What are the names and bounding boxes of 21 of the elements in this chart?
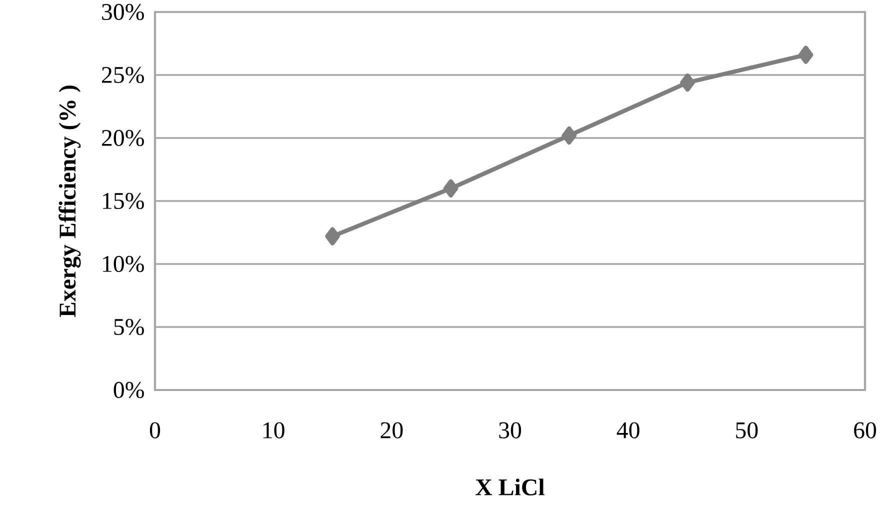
x-tick-label: 50 [736, 422, 758, 438]
x-tick-label: 10 [263, 422, 284, 438]
y-tick-label: 15% [103, 192, 144, 210]
point [798, 46, 814, 64]
x-axis-title: X LiCl [476, 478, 544, 496]
x-tick-label: 30 [499, 422, 522, 438]
x-tick-label: 20 [380, 422, 403, 438]
y-tick-label: 25% [102, 66, 144, 84]
y-tick-label: 5% [114, 318, 144, 336]
point [680, 73, 695, 92]
y-tick-label: 10% [103, 256, 144, 272]
y-tick-label: 20% [102, 130, 144, 146]
y-tick-label: 0% [114, 382, 144, 398]
point [562, 126, 577, 145]
point [325, 227, 340, 246]
x-tick-label: 60 [854, 422, 876, 438]
x-tick-label: 0 [150, 422, 160, 438]
y-axis-title: Exergy Efficiency (% ) [58, 86, 81, 318]
y-tick-label: 30% [102, 4, 144, 20]
point [443, 179, 458, 198]
x-tick-label: 40 [616, 422, 640, 438]
